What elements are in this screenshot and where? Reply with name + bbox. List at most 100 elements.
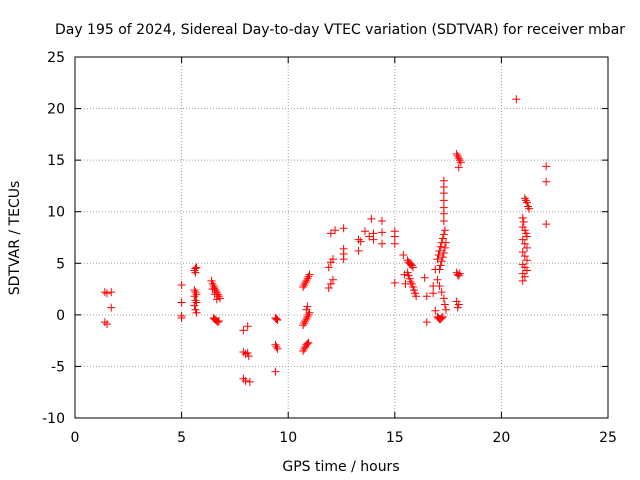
data-point xyxy=(354,246,363,255)
data-point xyxy=(437,288,446,297)
data-point xyxy=(212,295,221,304)
data-point xyxy=(439,196,448,205)
data-point xyxy=(439,294,448,303)
data-point xyxy=(439,216,448,225)
x-tick-label: 15 xyxy=(386,430,404,446)
data-point xyxy=(299,321,308,330)
data-point xyxy=(378,228,387,237)
data-point xyxy=(356,237,365,246)
data-point xyxy=(518,213,527,222)
data-point xyxy=(369,235,378,244)
data-point xyxy=(522,256,531,265)
data-point xyxy=(439,230,448,239)
data-point xyxy=(434,251,443,260)
x-tick-label: 0 xyxy=(71,430,80,446)
data-point xyxy=(303,302,312,311)
data-point xyxy=(519,218,528,227)
data-point xyxy=(454,271,463,280)
data-point xyxy=(208,285,217,294)
data-point xyxy=(191,268,200,277)
data-point xyxy=(439,209,448,218)
data-point xyxy=(300,280,309,289)
data-point xyxy=(522,232,531,241)
data-point xyxy=(102,289,111,298)
data-point xyxy=(239,347,248,356)
data-point xyxy=(435,265,444,274)
data-point xyxy=(304,272,313,281)
data-point xyxy=(518,235,527,244)
data-point xyxy=(190,292,199,301)
data-point xyxy=(436,242,445,251)
data-point xyxy=(192,290,201,299)
data-point xyxy=(191,288,200,297)
data-point xyxy=(328,255,337,264)
data-point xyxy=(520,239,529,248)
data-point xyxy=(212,288,221,297)
data-point xyxy=(301,278,310,287)
data-point xyxy=(454,154,463,163)
data-point xyxy=(211,316,220,325)
data-point xyxy=(406,277,415,286)
y-axis-label: SDTVAR / TECUs xyxy=(7,181,23,296)
data-point xyxy=(522,266,531,275)
data-point xyxy=(437,257,446,266)
data-point xyxy=(452,149,461,158)
data-point xyxy=(211,286,220,295)
data-point xyxy=(273,344,282,353)
data-point xyxy=(399,251,408,260)
data-point xyxy=(439,189,448,198)
data-point xyxy=(390,232,399,241)
data-point xyxy=(441,238,450,247)
data-point xyxy=(525,204,534,213)
data-point xyxy=(190,301,199,310)
data-point xyxy=(522,198,531,207)
data-points xyxy=(100,95,551,386)
data-point xyxy=(431,306,440,315)
chart-title: Day 195 of 2024, Sidereal Day-to-day VTE… xyxy=(55,22,625,38)
data-point xyxy=(245,377,254,386)
data-point xyxy=(271,313,280,322)
data-point xyxy=(455,269,464,278)
data-point xyxy=(524,202,533,211)
data-point xyxy=(191,296,200,305)
data-point xyxy=(520,194,529,203)
data-point xyxy=(299,346,308,355)
data-point xyxy=(360,227,369,236)
data-point xyxy=(328,275,337,284)
data-point xyxy=(192,263,201,272)
y-tick-label: -10 xyxy=(42,411,65,427)
data-point xyxy=(324,263,333,272)
data-point xyxy=(438,312,447,321)
x-tick-label: 10 xyxy=(279,430,297,446)
data-point xyxy=(177,280,186,289)
data-point xyxy=(520,272,529,281)
data-point xyxy=(326,279,335,288)
data-point xyxy=(433,275,442,284)
data-point xyxy=(241,350,250,359)
data-point xyxy=(302,276,311,285)
data-point xyxy=(210,290,219,299)
data-point xyxy=(367,214,376,223)
data-point xyxy=(453,152,462,161)
data-point xyxy=(365,232,374,241)
x-tick-label: 25 xyxy=(599,430,617,446)
data-point xyxy=(455,156,464,165)
data-point xyxy=(302,340,311,349)
data-point xyxy=(408,263,417,272)
data-point xyxy=(378,239,387,248)
y-tick-label: 20 xyxy=(47,102,65,118)
data-point xyxy=(272,342,281,351)
data-point xyxy=(326,229,335,238)
data-point xyxy=(438,253,447,262)
data-point xyxy=(304,338,313,347)
y-tick-label: 0 xyxy=(56,308,65,324)
data-point xyxy=(542,162,551,171)
data-point xyxy=(437,313,446,322)
data-point xyxy=(177,313,186,322)
data-point xyxy=(300,344,309,353)
plot-frame xyxy=(74,56,609,419)
data-point xyxy=(407,261,416,270)
data-point xyxy=(303,274,312,283)
data-point xyxy=(456,158,465,167)
